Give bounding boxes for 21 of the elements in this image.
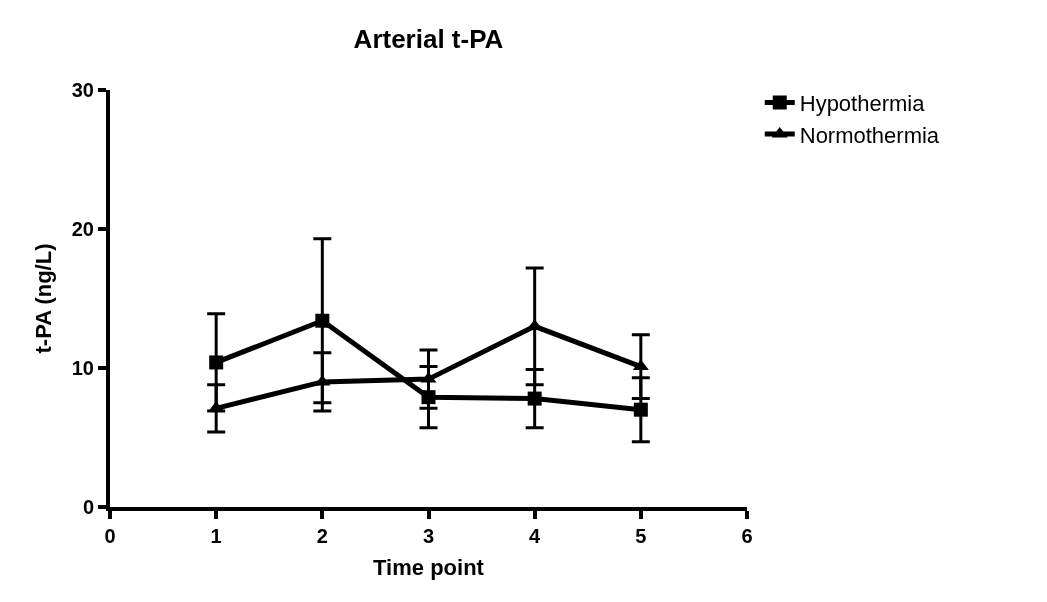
x-tick-label: 4 xyxy=(529,525,542,547)
legend-label: Hypothermia xyxy=(799,91,926,117)
legend-label: Normothermia xyxy=(799,122,940,148)
x-tick-label: 3 xyxy=(422,525,435,547)
y-tick-label: 20 xyxy=(71,218,94,240)
x-tick-label: 1 xyxy=(210,525,222,547)
point xyxy=(632,359,649,371)
y-tick-label: 0 xyxy=(82,496,94,518)
x-tick-label: 0 xyxy=(104,525,116,547)
point xyxy=(527,391,542,406)
point xyxy=(209,355,224,370)
x-tick-label: 6 xyxy=(741,525,753,547)
y-tick-label: 10 xyxy=(71,357,94,379)
x-tick-label: 5 xyxy=(635,525,647,547)
chart-title: Arterial t-PA xyxy=(353,24,504,55)
y-axis-title: t-PA (ng/L) xyxy=(31,243,57,354)
point xyxy=(633,402,648,417)
x-axis-title: Time point xyxy=(373,555,485,581)
point xyxy=(315,313,330,328)
y-tick-label: 30 xyxy=(71,79,94,101)
x-tick-label: 2 xyxy=(316,525,328,547)
